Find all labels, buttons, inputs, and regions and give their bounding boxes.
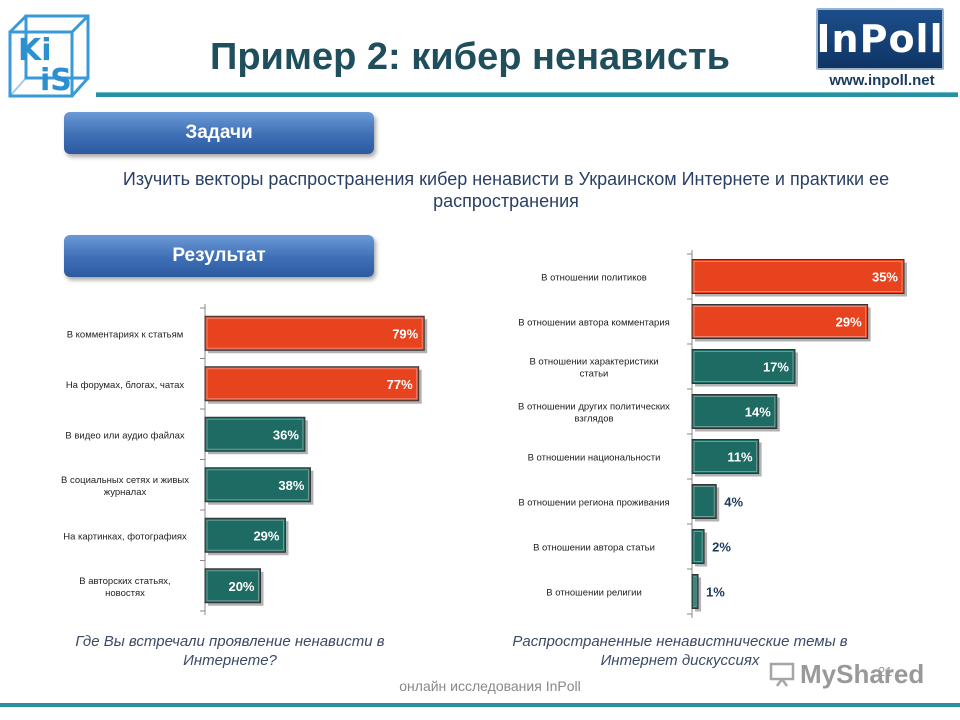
category-label: статьи: [580, 369, 609, 380]
bar-1-6: [691, 529, 705, 564]
bar-value-label: 36%: [273, 427, 299, 442]
bar-value-label: 29%: [836, 315, 862, 330]
bar-bevel: [206, 418, 304, 450]
category-label: В отношении региона проживания: [518, 498, 669, 509]
svg-text:iS: iS: [40, 63, 72, 98]
bar-1-2: [691, 349, 796, 384]
bar-1-4: [691, 439, 760, 474]
kiis-logo: Ki iS: [8, 14, 90, 98]
bar-1-1: [691, 304, 869, 339]
bar-value-label: 17%: [763, 360, 789, 375]
inpoll-logo: InPoll: [816, 8, 944, 70]
chart-hate-topics: 35% В отношении политиков 29% В отношении а…: [490, 250, 920, 618]
bar-1-0: [691, 259, 905, 294]
bar-0-4: [204, 517, 286, 553]
bar-1-5: [691, 484, 717, 519]
category-label: На картинках, фотографиях: [63, 531, 187, 542]
bar-value-label: 2%: [712, 540, 731, 555]
bar-value-label: 11%: [727, 450, 753, 465]
chart-hate-topics-svg: 35% В отношении политиков 29% В отношении а…: [518, 250, 907, 618]
footer-text: онлайн исследования InPoll: [399, 678, 581, 694]
bar-bevel: [693, 351, 794, 382]
category-label: В отношении других политических: [518, 402, 670, 413]
category-label: новостях: [105, 588, 145, 599]
tasks-text: Изучить векторы распространения кибер не…: [122, 169, 890, 211]
category-label: В отношении национальности: [528, 453, 661, 464]
bar-bevel: [693, 396, 776, 427]
bar-value-label: 77%: [387, 377, 413, 392]
watermark-text: MyShared: [800, 658, 925, 689]
bar-value-label: 1%: [706, 585, 725, 600]
category-label: В отношении автора комментария: [518, 318, 670, 329]
bar-value-label: 20%: [228, 579, 254, 594]
bar-value-label: 35%: [872, 270, 898, 285]
bar-bevel: [693, 531, 703, 562]
bar-bevel: [693, 441, 758, 472]
category-label: В социальных сетях и живых: [61, 475, 189, 486]
bar-0-1: [204, 366, 420, 402]
category-label: В отношении характеристики: [529, 357, 658, 368]
presentation-icon: [769, 662, 795, 687]
bar-bevel: [693, 486, 715, 517]
result-header: Результат: [64, 235, 374, 277]
category-label: журналах: [104, 487, 147, 498]
bar-1-3: [691, 394, 778, 429]
category-label: В отношении автора статьи: [533, 543, 655, 554]
bar-0-2: [204, 416, 306, 452]
bar-bevel: [693, 261, 903, 292]
category-label: В авторских статьях,: [79, 576, 170, 587]
bar-value-label: 29%: [253, 528, 279, 543]
bar-value-label: 14%: [745, 405, 771, 420]
chart-hate-locations-caption: Где Вы встречали проявление ненависти в …: [75, 633, 385, 669]
bar-bevel: [206, 570, 259, 602]
tasks-header: Задачи: [64, 112, 374, 154]
myshared-watermark: MyShared: [768, 656, 928, 692]
page-number: 21: [878, 664, 893, 679]
title-divider: [96, 92, 958, 97]
category-label: На форумах, блогах, чатах: [66, 380, 185, 391]
chart-hate-topics-caption: Распространенные ненавистнические темы в…: [512, 633, 848, 669]
category-label: В отношении политиков: [541, 273, 647, 284]
result-header-label: Результат: [172, 245, 266, 266]
bar-value-label: 4%: [724, 495, 743, 510]
chart-hate-locations-svg: 79% В комментариях к статьям 77% На форумах…: [61, 304, 428, 615]
slide-title: Пример 2: кибер ненависть: [210, 36, 730, 78]
svg-text:Ki: Ki: [18, 33, 52, 68]
tasks-header-label: Задачи: [185, 122, 253, 143]
bar-bevel: [693, 576, 697, 607]
bar-0-0: [204, 315, 425, 351]
bar-value-label: 38%: [278, 478, 304, 493]
inpoll-logo-text: InPoll: [816, 17, 944, 61]
chart-hate-locations: 79% В комментариях к статьям 77% На форумах…: [40, 300, 440, 615]
bar-bevel: [206, 469, 309, 501]
bar-bevel: [693, 306, 867, 337]
bar-0-5: [204, 568, 261, 604]
bar-bevel: [206, 317, 423, 349]
category-label: В видео или аудио файлах: [65, 430, 184, 441]
category-label: В комментариях к статьям: [67, 329, 184, 340]
bar-value-label: 79%: [392, 326, 418, 341]
bar-1-7: [691, 574, 699, 609]
inpoll-url: www.inpoll.net: [829, 72, 935, 89]
footer-divider: [0, 703, 960, 707]
bar-bevel: [206, 368, 418, 400]
category-label: В отношении религии: [546, 588, 642, 599]
category-label: взглядов: [574, 414, 613, 425]
bar-0-3: [204, 467, 311, 503]
bar-bevel: [206, 519, 284, 551]
